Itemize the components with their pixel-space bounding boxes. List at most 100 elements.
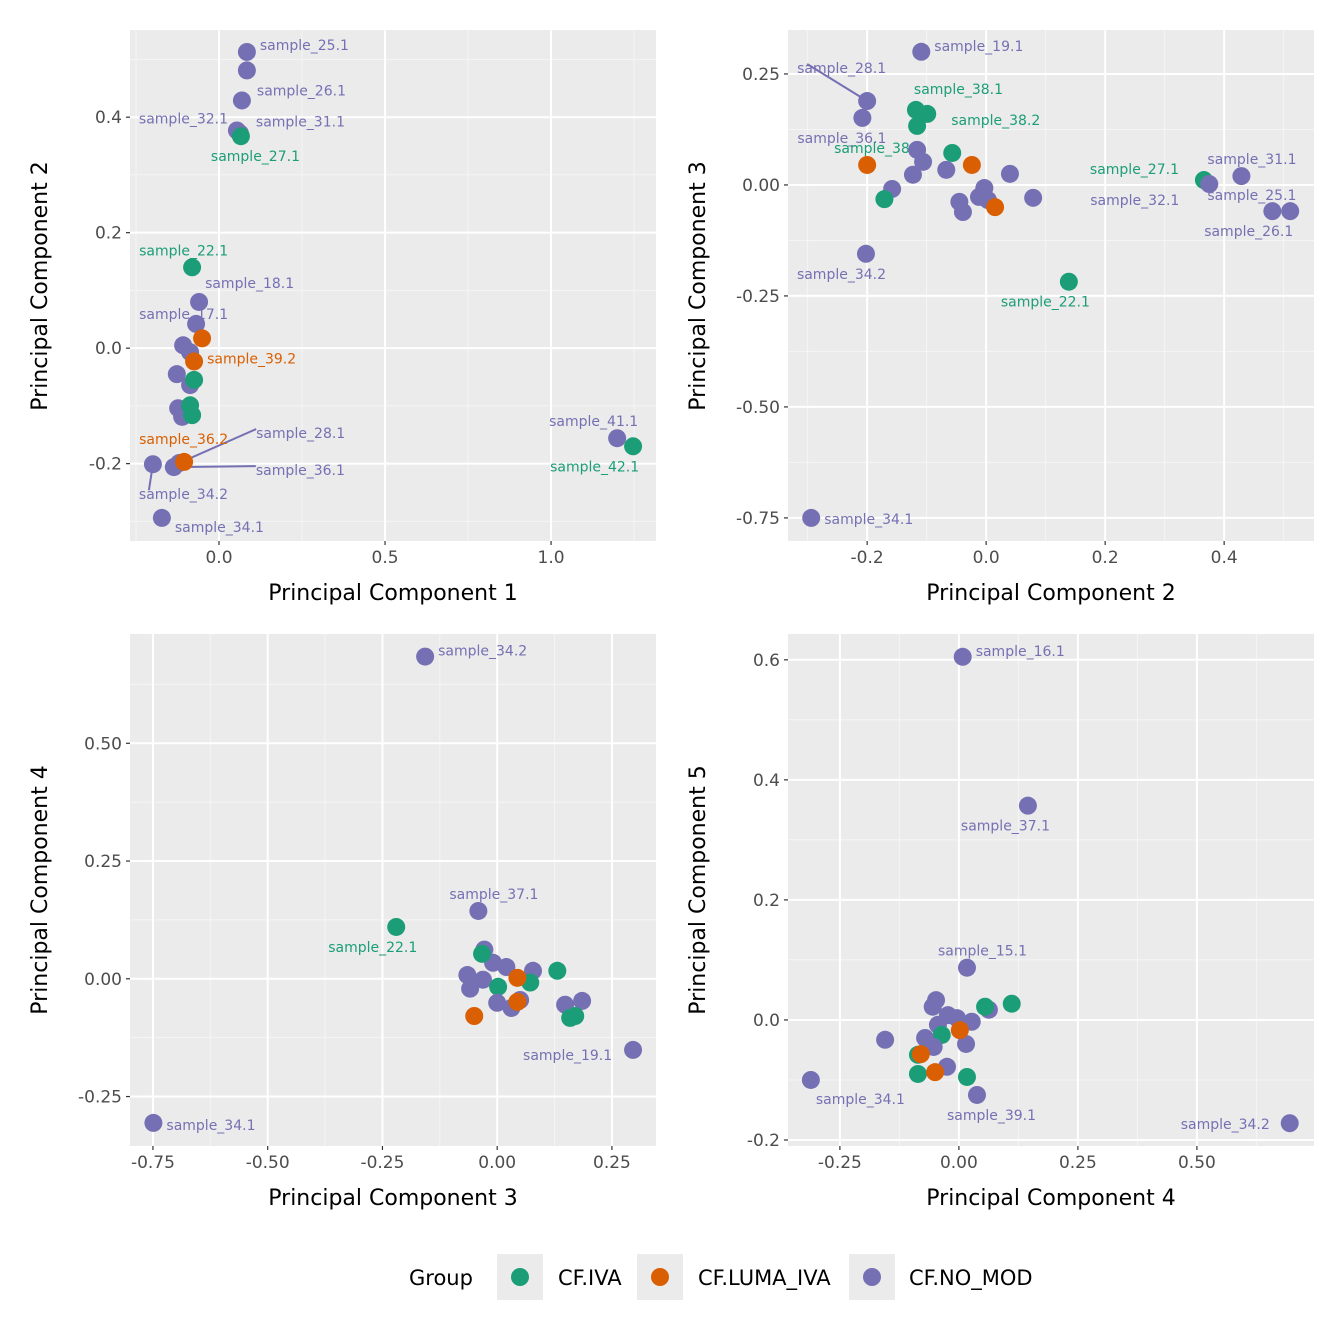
data-point: [962, 155, 981, 174]
data-point: [232, 91, 251, 110]
y-tick-label: -0.50: [736, 398, 780, 418]
point-label: sample_27.1: [1090, 162, 1179, 178]
plot-background: [788, 634, 1314, 1146]
legend-key-cf-iva: [511, 1268, 529, 1286]
data-point: [950, 1021, 969, 1040]
point-label: sample_39.2: [207, 351, 296, 367]
panel-2: -0.2 0.0 0.2 0.4 -0.75 -0.50 -0.25 0.00 0.25 samp…: [736, 30, 1314, 568]
data-point: [183, 258, 202, 277]
x-tick-label: -0.25: [818, 1153, 862, 1173]
point-label: sample_34.2: [797, 267, 886, 283]
data-point: [943, 143, 962, 162]
point-label: sample_34.1: [166, 1118, 255, 1134]
data-point: [508, 968, 527, 987]
data-point: [489, 977, 508, 996]
data-point: [566, 1006, 585, 1025]
point-label: sample_19.1: [523, 1048, 612, 1064]
panel-1: 0.0 0.5 1.0-0.20.00.20.4sample_25.1sample_…: [89, 30, 656, 568]
data-point: [144, 1113, 163, 1132]
data-point: [876, 1030, 895, 1049]
x-tick-label: 0.2: [1092, 548, 1119, 568]
y-tick-label: -0.2: [747, 1131, 780, 1151]
point-label: sample_27.1: [211, 149, 300, 165]
x-axis-title-3: Principal Component 3: [268, 1186, 517, 1211]
label-leader-line: [178, 428, 257, 464]
data-point: [918, 104, 937, 123]
point-label: sample_34.1: [824, 512, 913, 528]
data-point: [926, 1063, 945, 1082]
data-point: [548, 961, 567, 980]
x-tick-label: -0.2: [851, 548, 884, 568]
data-point: [143, 455, 162, 474]
data-point: [908, 116, 927, 135]
point-label: sample_31.1: [256, 114, 345, 130]
point-label: sample_34.2: [438, 644, 527, 660]
data-point: [193, 329, 212, 348]
point-label: sample_39.1: [947, 1108, 1036, 1124]
data-point: [858, 155, 877, 174]
x-tick-label: 0.0: [205, 548, 232, 568]
point-labels: sample_34.2 sample_37.1 sample_22.1 sample_…: [166, 644, 612, 1134]
legend-key-cf-luma-iva: [651, 1268, 669, 1286]
y-tick-label: 0.00: [742, 176, 780, 196]
x-tick-label: 0.4: [1211, 548, 1238, 568]
x-tick-label: -0.75: [131, 1153, 175, 1173]
y-axis-title-3: Principal Component 4: [28, 765, 53, 1014]
data-point: [624, 437, 643, 456]
data-point: [957, 1034, 976, 1053]
point-label: sample_15.1: [938, 944, 1027, 960]
y-tick-label: -0.25: [78, 1088, 122, 1108]
data-point: [152, 508, 171, 527]
data-point: [802, 508, 821, 527]
point-label: sample_25.1: [260, 38, 349, 54]
data-point: [416, 647, 435, 666]
data-point: [237, 42, 256, 61]
data-point: [1002, 994, 1021, 1013]
data-point: [183, 406, 202, 425]
data-point: [508, 992, 527, 1011]
y-tick-label: 0.0: [95, 339, 122, 359]
y-tick-label: -0.75: [736, 509, 780, 529]
x-tick-label: -0.25: [360, 1153, 404, 1173]
data-point: [908, 1064, 927, 1083]
data-point: [488, 993, 507, 1012]
point-labels: sample_19.1sample_28.1sample_36.1sample_…: [797, 39, 1297, 528]
legend-label-cf-luma-iva: CF.LUMA_IVA: [698, 1266, 831, 1291]
point-label: sample_28.1: [256, 426, 345, 442]
point-labels: sample_16.1 sample_37.1 sample_15.1 sample_…: [816, 644, 1270, 1133]
data-point: [1024, 188, 1043, 207]
plot-background: [130, 634, 656, 1146]
y-tick-label: 0.0: [753, 1011, 780, 1031]
point-label: sample_28.1: [797, 61, 886, 77]
data-point: [458, 966, 477, 985]
point-label: sample_16.1: [976, 644, 1065, 660]
y-axis-title-1: Principal Component 2: [28, 161, 53, 410]
legend-title: Group: [409, 1266, 473, 1290]
point-label: sample_34.2: [1181, 1117, 1270, 1133]
panel-3: -0.75 -0.50 -0.25 0.00 0.25 -0.25 0.00 0.25 0.50…: [78, 634, 656, 1173]
y-tick-label: 0.25: [84, 852, 122, 872]
data-point: [187, 314, 206, 333]
x-tick-label: 0.00: [940, 1153, 978, 1173]
point-label: sample_32.1: [1090, 193, 1179, 209]
x-axis-title-2: Principal Component 2: [926, 581, 1175, 606]
data-point: [967, 1085, 986, 1104]
data-point: [957, 958, 976, 977]
data-point: [853, 108, 872, 127]
data-point: [858, 92, 877, 111]
y-axis-title-2: Principal Component 3: [686, 161, 711, 410]
x-tick-label: 0.25: [593, 1153, 631, 1173]
data-point: [175, 452, 194, 471]
point-label: sample_41.1: [549, 414, 638, 430]
data-point: [608, 429, 627, 448]
y-axis-title-4: Principal Component 5: [686, 765, 711, 1014]
x-axis-title-1: Principal Component 1: [268, 581, 517, 606]
point-label: sample_31.1: [1207, 152, 1296, 168]
point-label: sample_38.3: [834, 141, 923, 157]
point-label: sample_17.1: [139, 307, 228, 323]
x-axis-title-4: Principal Component 4: [926, 1186, 1175, 1211]
point-label: sample_26.1: [1204, 224, 1293, 240]
data-point: [937, 160, 956, 179]
point-label: sample_22.1: [1001, 295, 1090, 311]
